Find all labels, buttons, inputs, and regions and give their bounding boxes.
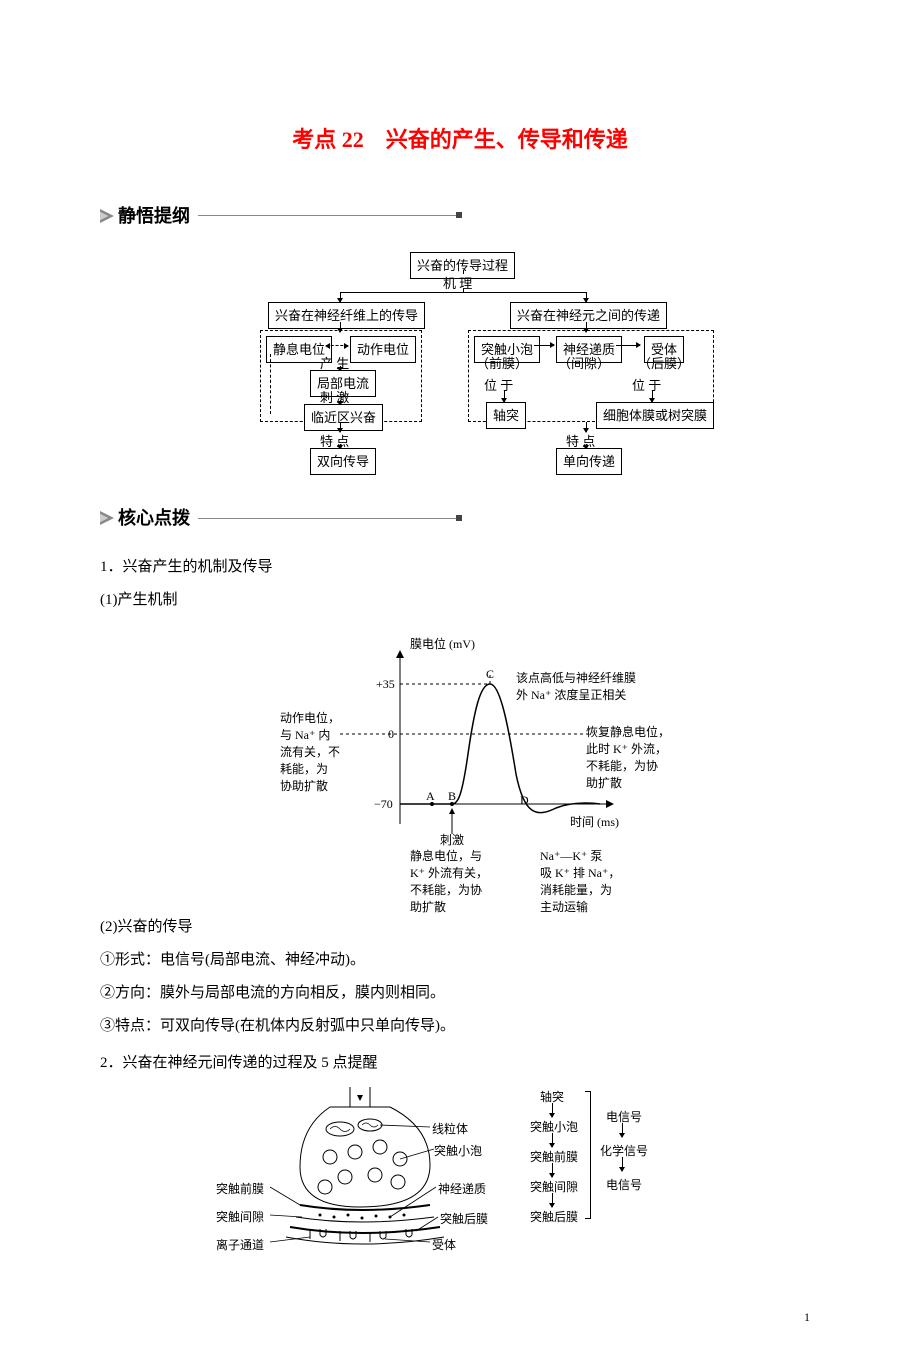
heading-1: 1．兴奋产生的机制及传导 xyxy=(100,554,820,581)
syn-signal-e1: 电信号 xyxy=(606,1107,642,1129)
para-5: ③特点：可双向传导(在机体内反射弧中只单向传导)。 xyxy=(100,1013,820,1040)
darrow-icon xyxy=(326,345,348,346)
flow-line xyxy=(340,292,586,293)
page-number: 1 xyxy=(100,1307,820,1329)
arrow-icon xyxy=(552,1133,553,1147)
synapse-diagram: 突触前膜 突触间隙 离子通道 线粒体 突触小泡 神经递质 突触后膜 受体 轴突 … xyxy=(230,1087,770,1267)
syn-postm-label: 突触后膜 xyxy=(440,1209,488,1231)
syn-mito-label: 线粒体 xyxy=(432,1119,468,1141)
darrow-icon xyxy=(270,354,271,414)
arrow-icon xyxy=(340,322,341,332)
ap-right-mid: 恢复静息电位， 此时 K⁺ 外流， 不耗能，为协 助扩散 xyxy=(586,724,670,791)
syn-vesicle-label: 突触小泡 xyxy=(434,1141,482,1163)
arrow-icon xyxy=(504,390,505,402)
para-2: (2)兴奋的传导 xyxy=(100,914,820,941)
ap-ylabel: 膜电位 (mV) xyxy=(410,636,475,653)
flow-post: （后膜） xyxy=(638,352,690,375)
flow-gap: （间隙） xyxy=(558,352,610,375)
ap-A: A xyxy=(426,788,435,805)
section-title-1: 静悟提纲 xyxy=(118,200,190,232)
syn-ion-label: 离子通道 xyxy=(216,1235,264,1257)
flowchart-excitation: 兴奋的传导过程 机 理 兴奋在神经纤维上的传导 兴奋在神经元之间的传递 静息电位… xyxy=(200,252,720,482)
syn-svg xyxy=(230,1087,530,1257)
syn-signal-chem: 化学信号 xyxy=(600,1141,648,1163)
syn-signal-e2: 电信号 xyxy=(606,1175,642,1197)
ap-C: C xyxy=(486,666,494,683)
triangle-icon xyxy=(100,209,114,223)
brace-icon xyxy=(590,1091,591,1219)
ap-xlabel: 时间 (ms) xyxy=(570,814,619,831)
section-title-2: 核心点拨 xyxy=(118,502,190,534)
section-header-1: 静悟提纲 xyxy=(100,200,820,232)
arrow-icon xyxy=(622,1157,623,1171)
ap-left-anno: 动作电位， 与 Na⁺ 内 流有关，不 耗能，为 协助扩散 xyxy=(280,710,340,794)
flow-nearby: 临近区兴奋 xyxy=(304,404,383,431)
arrow-icon xyxy=(552,1103,553,1117)
ap-B: B xyxy=(448,788,456,805)
flow-bidir: 双向传导 xyxy=(310,448,376,475)
arrow-icon xyxy=(652,390,653,402)
ap-tick-n70: −70 xyxy=(374,796,393,813)
arrow-icon xyxy=(552,1163,553,1177)
syn-flow-vesicle: 突触小泡 xyxy=(530,1117,578,1139)
arrow-icon xyxy=(552,1193,553,1207)
arrow-icon xyxy=(622,1123,623,1137)
syn-pre-label: 突触前膜 xyxy=(216,1179,264,1201)
syn-flow-post: 突触后膜 xyxy=(530,1207,578,1229)
ap-stim: 刺激 xyxy=(440,832,464,849)
body-text: 1．兴奋产生的机制及传导 (1)产生机制 xyxy=(100,554,820,614)
body-text-2: (2)兴奋的传导 ①形式：电信号(局部电流、神经冲动)。 ②方向：膜外与局部电流… xyxy=(100,914,820,1077)
ap-tick-35: +35 xyxy=(376,676,395,693)
para-1: (1)产生机制 xyxy=(100,587,820,614)
section-header-2: 核心点拨 xyxy=(100,502,820,534)
para-3: ①形式：电信号(局部电流、神经冲动)。 xyxy=(100,947,820,974)
flow-unidir: 单向传递 xyxy=(556,448,622,475)
section-line-icon xyxy=(198,518,458,519)
flow-located2: 位 于 xyxy=(632,374,661,397)
syn-flow-gap: 突触间隙 xyxy=(530,1177,578,1199)
section-line-icon xyxy=(198,215,458,216)
action-potential-chart: 膜电位 (mV) +35 0 −70 A B C D 时间 (ms) 刺激 动作… xyxy=(280,624,720,904)
arrow-icon xyxy=(616,345,640,346)
page-title: 考点 22 兴奋的产生、传导和传递 xyxy=(100,120,820,160)
syn-flow-pre: 突触前膜 xyxy=(530,1147,578,1169)
triangle-icon xyxy=(100,511,114,525)
ap-bottom-left: 静息电位，与 K⁺ 外流有关， 不耗能，为协 助扩散 xyxy=(410,848,488,915)
arrow-icon xyxy=(340,292,341,302)
flow-pre: （前膜） xyxy=(476,352,528,375)
ap-right-top: 该点高低与神经纤维膜 外 Na⁺ 浓度呈正相关 xyxy=(516,670,636,704)
arrow-icon xyxy=(586,292,587,302)
ap-bottom-right: Na⁺—K⁺ 泵 吸 K⁺ 排 Na⁺， 消耗能量，为 主动运输 xyxy=(540,848,620,915)
syn-gap-label: 突触间隙 xyxy=(216,1207,264,1229)
ap-tick-0: 0 xyxy=(388,726,394,743)
heading-2: 2．兴奋在神经元间传递的过程及 5 点提醒 xyxy=(100,1050,820,1077)
arrow-icon xyxy=(534,345,554,346)
syn-nt-label: 神经递质 xyxy=(438,1179,486,1201)
ap-D: D xyxy=(520,792,529,809)
flow-cellbody: 细胞体膜或树突膜 xyxy=(596,402,714,429)
flow-located1: 位 于 xyxy=(484,374,513,397)
syn-receptor-label: 受体 xyxy=(432,1235,456,1257)
arrow-icon xyxy=(586,322,587,332)
flow-line xyxy=(463,270,464,274)
para-4: ②方向：膜外与局部电流的方向相反，膜内则相同。 xyxy=(100,980,820,1007)
flow-neuron: 兴奋在神经元之间的传递 xyxy=(510,302,667,329)
flow-fiber: 兴奋在神经纤维上的传导 xyxy=(268,302,425,329)
flow-action: 动作电位 xyxy=(350,336,416,363)
flow-line xyxy=(463,288,464,292)
flow-axon: 轴突 xyxy=(486,402,526,429)
